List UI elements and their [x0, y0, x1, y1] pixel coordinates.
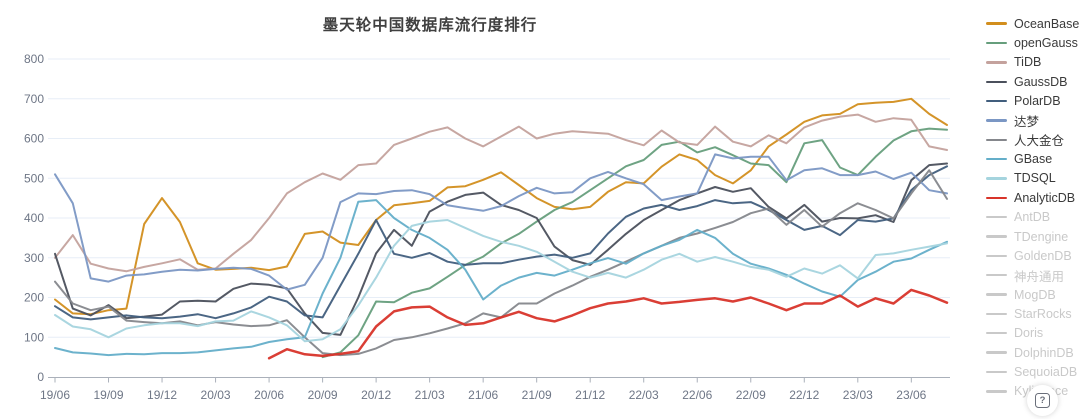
x-tick-label: 20/06 [254, 388, 284, 402]
chart-canvas[interactable]: 0 100 200 300 400 500 600 700 800 19/06 19/09 19/12… [0, 0, 962, 414]
x-tick-label: 20/03 [201, 388, 231, 402]
series-line-TDSQL [54, 219, 948, 343]
x-tick-label: 19/12 [147, 388, 177, 402]
legend-label: GaussDB [1014, 74, 1068, 89]
legend-marker [986, 254, 1007, 258]
legend-marker [986, 138, 1007, 141]
x-tick-label: 22/09 [736, 388, 766, 402]
legend-marker [986, 351, 1007, 354]
series-line-GBase [54, 199, 948, 357]
legend-marker [986, 370, 1007, 374]
y-tick-label: 400 [24, 211, 44, 225]
legend-item-Doris[interactable]: Doris [986, 324, 1043, 343]
y-tick-label: 600 [24, 132, 44, 146]
legend-item-TDSQL[interactable]: TDSQL [986, 169, 1056, 188]
legend-marker [986, 22, 1007, 25]
legend-label: GBase [1014, 152, 1053, 167]
x-tick-label: 23/03 [843, 388, 873, 402]
legend-item-TDengine[interactable]: TDengine [986, 227, 1068, 246]
x-tick-label: 22/12 [789, 388, 819, 402]
legend-marker [986, 80, 1007, 83]
legend-label: OceanBase [1014, 16, 1080, 31]
legend-item-AntDB[interactable]: AntDB [986, 208, 1050, 227]
chart-legend: OceanBase openGauss TiDB GaussDB PolarDB 达梦人大… [986, 14, 1080, 414]
series-line-AnalyticDB [267, 288, 949, 360]
y-tick-label: 700 [24, 92, 44, 106]
help-icon: ? [1035, 393, 1050, 408]
legend-marker [986, 196, 1007, 199]
legend-marker [986, 390, 1007, 393]
series-line-GaussDB [54, 162, 948, 336]
legend-item-StarRocks[interactable]: StarRocks [986, 304, 1072, 323]
legend-label: SequoiaDB [1014, 364, 1078, 379]
legend-marker [986, 312, 1007, 316]
y-tick-label: 0 [37, 370, 44, 384]
legend-label: AntDB [1014, 210, 1051, 225]
series-line-OceanBase [54, 97, 948, 316]
series-line-PolarDB [54, 165, 948, 321]
legend-item-SequoiaDB[interactable]: SequoiaDB [986, 362, 1077, 381]
legend-label: TiDB [1014, 55, 1042, 70]
legend-label: 人大金仓 [1014, 134, 1065, 149]
y-tick-label: 800 [24, 52, 44, 66]
legend-label: openGauss [1014, 36, 1078, 51]
legend-label: DolphinDB [1014, 345, 1074, 360]
legend-item-GaussDB[interactable]: GaussDB [986, 72, 1068, 91]
legend-item-达梦[interactable]: 达梦 [986, 111, 1039, 130]
y-tick-label: 200 [24, 291, 44, 305]
series-line-达梦 [54, 153, 948, 291]
legend-label: TDengine [1014, 229, 1069, 244]
series-line-openGauss [321, 127, 948, 359]
legend-marker [986, 332, 1007, 335]
legend-item-GBase[interactable]: GBase [986, 149, 1052, 168]
legend-item-OceanBase[interactable]: OceanBase [986, 14, 1079, 33]
legend-item-DolphinDB[interactable]: DolphinDB [986, 343, 1074, 362]
x-tick-label: 21/12 [575, 388, 605, 402]
legend-label: TDSQL [1014, 171, 1056, 186]
legend-marker [986, 215, 1007, 219]
legend-item-TiDB[interactable]: TiDB [986, 53, 1041, 72]
legend-item-AnalyticDB[interactable]: AnalyticDB [986, 188, 1075, 207]
legend-label: AnalyticDB [1014, 190, 1076, 205]
legend-item-PolarDB[interactable]: PolarDB [986, 91, 1061, 110]
legend-label: GoldenDB [1014, 248, 1072, 263]
y-tick-label: 300 [24, 251, 44, 265]
legend-item-openGauss[interactable]: openGauss [986, 33, 1078, 52]
x-tick-label: 19/09 [94, 388, 124, 402]
legend-label: Doris [1014, 326, 1044, 341]
legend-marker [986, 99, 1007, 103]
x-tick-label: 22/03 [629, 388, 659, 402]
legend-label: 达梦 [1014, 114, 1040, 129]
y-tick-label: 500 [24, 171, 44, 185]
x-tick-label: 23/06 [896, 388, 926, 402]
legend-item-MogDB[interactable]: MogDB [986, 285, 1056, 304]
legend-label: StarRocks [1014, 306, 1072, 321]
legend-item-GoldenDB[interactable]: GoldenDB [986, 246, 1072, 265]
x-tick-label: 22/06 [682, 388, 712, 402]
legend-label: PolarDB [1014, 94, 1061, 109]
legend-item-神舟通用[interactable]: 神舟通用 [986, 266, 1064, 285]
x-tick-label: 19/06 [40, 388, 70, 402]
legend-marker [986, 274, 1007, 277]
legend-item-人大金仓[interactable]: 人大金仓 [986, 130, 1064, 149]
chart-title: 墨天轮中国数据库流行度排行 [322, 17, 538, 34]
help-button[interactable]: ? [1027, 385, 1058, 416]
legend-marker [986, 293, 1007, 296]
x-tick-label: 21/06 [468, 388, 498, 402]
legend-marker [986, 177, 1007, 180]
legend-label: 神舟通用 [1014, 269, 1065, 284]
legend-marker [986, 41, 1007, 45]
y-tick-label: 100 [24, 330, 44, 344]
legend-marker [986, 119, 1007, 122]
x-tick-label: 20/09 [308, 388, 338, 402]
x-tick-label: 20/12 [361, 388, 391, 402]
legend-marker [986, 61, 1007, 64]
x-tick-label: 21/03 [415, 388, 445, 402]
legend-marker [986, 157, 1007, 161]
legend-label: MogDB [1014, 287, 1056, 302]
legend-marker [986, 235, 1007, 238]
x-tick-label: 21/09 [522, 388, 552, 402]
line-chart[interactable]: 墨天轮中国数据库流行度排行 0 100 200 300 400 500 600 700 800 1… [0, 0, 962, 414]
